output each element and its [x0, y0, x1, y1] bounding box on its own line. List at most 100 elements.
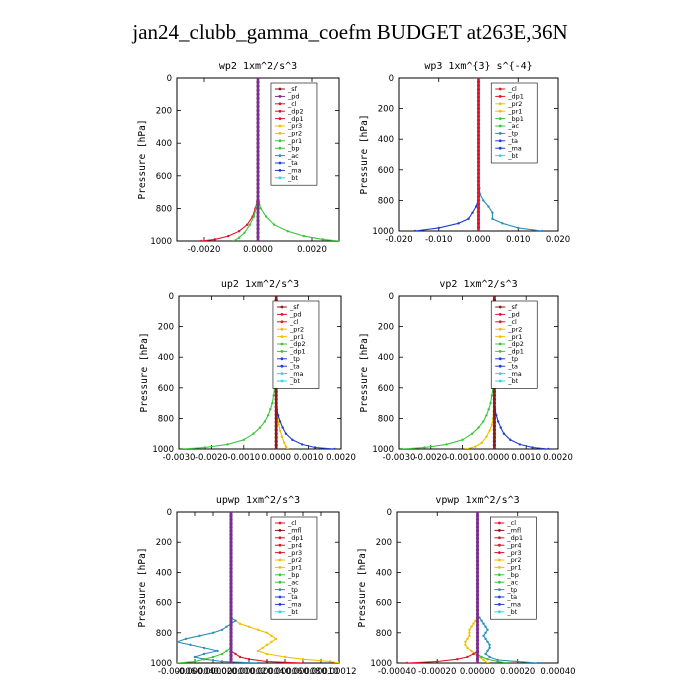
data-point [248, 223, 252, 226]
legend-marker [498, 117, 502, 120]
data-point [475, 661, 480, 663]
data-point [203, 446, 207, 449]
data-point [229, 638, 233, 642]
legend-label: _ac [287, 578, 299, 586]
data-point [470, 625, 473, 628]
legend-label: _pr1 [507, 333, 522, 341]
data-point [256, 190, 260, 194]
x-tick-label: 0.00020 [500, 667, 535, 677]
x-tick-label: 0.0010 [294, 453, 324, 463]
legend-marker [280, 372, 284, 375]
data-point [475, 514, 480, 518]
data-point [229, 551, 233, 556]
data-point [472, 652, 475, 656]
data-point [283, 441, 286, 445]
data-point [486, 658, 489, 661]
panel-title: up2 1xm^2/s^3 [221, 279, 299, 290]
data-point [265, 643, 269, 647]
data-point [274, 428, 278, 432]
data-point [333, 447, 336, 449]
legend-label: _pd [289, 311, 302, 319]
data-point [213, 238, 216, 241]
data-point [256, 186, 260, 190]
legend-label: _bt [506, 608, 517, 616]
data-point [475, 627, 480, 631]
legend-marker [497, 573, 501, 577]
data-point [252, 215, 256, 218]
data-point [256, 121, 260, 125]
data-point [476, 225, 481, 229]
data-point [480, 619, 483, 622]
data-point [229, 570, 233, 575]
data-point [229, 653, 233, 658]
legend-marker [278, 87, 282, 91]
data-point [466, 646, 469, 650]
legend-marker [278, 573, 282, 577]
data-point [492, 412, 496, 417]
legend-label: _dp1 [507, 348, 524, 356]
data-point [229, 512, 233, 514]
legend-label: _cl [507, 318, 517, 326]
panel-vpwp: vpwp 1xm^2/s^3 Pressure [hPa] 0 200 400 600 80… [357, 495, 576, 677]
y-tick-label: 1000 [150, 659, 172, 669]
data-point [269, 408, 272, 411]
legend-marker [498, 132, 502, 135]
data-point [476, 187, 481, 191]
data-point [229, 533, 233, 537]
legend-marker [498, 379, 502, 383]
data-point [485, 435, 488, 438]
x-tick-label: 0.00012 [321, 667, 356, 677]
data-point [256, 198, 260, 202]
data-point [509, 438, 512, 442]
data-point [274, 443, 278, 447]
data-point [475, 597, 480, 601]
data-point [274, 298, 278, 302]
data-point [492, 420, 496, 424]
x-tick-label: 0.010 [506, 235, 530, 245]
data-point [476, 103, 481, 107]
data-point [484, 631, 487, 634]
y-tick-label: 200 [156, 538, 172, 548]
data-point [413, 229, 417, 231]
data-point [256, 100, 260, 105]
legend-marker [498, 342, 502, 346]
data-point [475, 525, 480, 529]
legend-label: _pr1 [287, 137, 302, 145]
plot-frame [178, 295, 342, 450]
y-axis-label: Pressure [hPa] [137, 547, 148, 627]
data-point [229, 623, 233, 627]
x-tick-label: 0.0020 [297, 245, 327, 255]
data-point [475, 608, 480, 612]
data-point [475, 585, 480, 590]
data-point [284, 432, 288, 435]
data-point [477, 426, 480, 429]
plot-frame [398, 295, 559, 450]
data-point [486, 661, 489, 663]
legend-marker [278, 603, 282, 606]
data-point [466, 655, 469, 659]
data-point [491, 217, 494, 220]
data-point [476, 206, 481, 210]
data-point [229, 555, 233, 559]
data-point [482, 658, 485, 662]
legend-marker [278, 595, 282, 599]
legend-marker [498, 357, 502, 361]
legend-label: _pr3 [506, 549, 521, 557]
y-tick-label: 600 [156, 172, 172, 182]
data-point [274, 393, 278, 398]
legend-label: _bp1 [507, 115, 524, 123]
legend-marker [278, 521, 282, 525]
data-point [256, 133, 260, 137]
data-point [256, 194, 260, 198]
legend-marker [278, 102, 282, 106]
data-point [274, 439, 278, 443]
legend-marker [278, 610, 282, 614]
legend-label: _pr2 [287, 130, 302, 138]
legend-marker [498, 364, 502, 368]
data-point [445, 443, 448, 446]
data-point [237, 236, 241, 239]
data-point [202, 658, 206, 661]
legend-label: _sf [289, 303, 300, 311]
data-point [492, 432, 496, 436]
data-point [261, 646, 264, 650]
